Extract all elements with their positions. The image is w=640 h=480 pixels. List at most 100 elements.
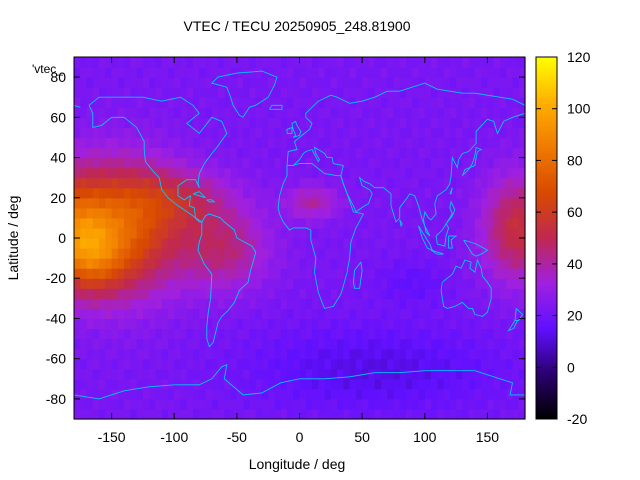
heatmap-cell (449, 87, 457, 98)
heatmap-cell (211, 87, 219, 98)
heatmap-cell (236, 278, 244, 289)
heatmap-cell (193, 348, 200, 360)
heatmap-cell (74, 137, 81, 149)
heatmap-cell (155, 177, 163, 189)
heatmap-cell (249, 338, 257, 350)
heatmap-cell (249, 298, 257, 309)
heatmap-cell (74, 197, 81, 209)
heatmap-cell (412, 388, 420, 400)
heatmap-cell (243, 57, 250, 68)
heatmap-cell (506, 137, 514, 149)
heatmap-cell (280, 227, 288, 239)
heatmap-cell (243, 157, 250, 169)
heatmap-cell (211, 127, 219, 139)
heatmap-cell (468, 217, 476, 229)
heatmap-cell (305, 57, 313, 68)
heatmap-cell (92, 278, 100, 289)
heatmap-cell (130, 57, 138, 68)
heatmap-cell (280, 338, 288, 350)
heatmap-cell (499, 177, 507, 189)
heatmap-cell (518, 268, 526, 279)
heatmap-cell (512, 258, 520, 269)
heatmap-cell (387, 378, 395, 390)
heatmap-cell (193, 227, 200, 239)
heatmap-cell (374, 87, 382, 98)
heatmap-cell (80, 117, 88, 128)
heatmap-cell (380, 408, 388, 420)
heatmap-cell (80, 217, 88, 229)
heatmap-cell (443, 278, 451, 289)
heatmap-cell (293, 227, 301, 239)
heatmap-cell (86, 217, 94, 229)
heatmap-cell (418, 308, 426, 320)
heatmap-cell (236, 127, 244, 139)
heatmap-cell (124, 177, 131, 189)
heatmap-cell (286, 348, 294, 360)
heatmap-cell (136, 258, 144, 269)
heatmap-cell (167, 77, 175, 88)
heatmap-cell (218, 177, 225, 189)
heatmap-cell (293, 137, 301, 149)
heatmap-cell (443, 298, 451, 309)
heatmap-cell (124, 147, 131, 159)
heatmap-cell (362, 207, 369, 219)
heatmap-cell (330, 147, 338, 159)
heatmap-cell (399, 258, 407, 269)
y-tick-label: 0 (58, 230, 66, 246)
heatmap-cell (468, 298, 476, 309)
heatmap-cell (268, 408, 276, 420)
heatmap-cell (167, 318, 175, 330)
heatmap-cell (518, 187, 526, 199)
heatmap-cell (161, 278, 169, 289)
heatmap-cell (368, 348, 376, 360)
heatmap-cell (86, 117, 94, 128)
heatmap-cell (499, 167, 507, 179)
heatmap-cell (105, 77, 113, 88)
heatmap-cell (136, 238, 144, 249)
heatmap-cell (330, 378, 338, 390)
heatmap-cell (424, 358, 432, 370)
heatmap-cell (506, 278, 514, 289)
heatmap-cell (149, 348, 157, 360)
heatmap-cell (518, 368, 526, 380)
heatmap-cell (180, 348, 188, 360)
heatmap-cell (268, 167, 276, 179)
heatmap-cell (312, 408, 319, 420)
heatmap-cell (230, 197, 238, 209)
heatmap-cell (343, 358, 351, 370)
heatmap-cell (117, 348, 125, 360)
heatmap-cell (318, 157, 326, 169)
heatmap-cell (193, 57, 200, 68)
heatmap-cell (349, 107, 357, 118)
heatmap-cell (193, 67, 200, 78)
heatmap-cell (274, 197, 282, 209)
heatmap-cell (443, 77, 451, 88)
x-tick-label: -50 (227, 429, 247, 445)
heatmap-cell (149, 368, 157, 380)
heatmap-cell (499, 217, 507, 229)
heatmap-cell (293, 117, 301, 128)
heatmap-cell (180, 127, 188, 139)
heatmap-cell (268, 238, 276, 249)
heatmap-cell (199, 328, 207, 340)
heatmap-cell (280, 278, 288, 289)
heatmap-cell (431, 308, 438, 320)
heatmap-cell (405, 368, 413, 380)
heatmap-cell (167, 177, 175, 189)
heatmap-cell (149, 227, 157, 239)
heatmap-cell (230, 278, 238, 289)
heatmap-cell (211, 378, 219, 390)
heatmap-cell (243, 398, 250, 410)
heatmap-cell (80, 157, 88, 169)
heatmap-cell (180, 238, 188, 249)
heatmap-cell (481, 187, 489, 199)
heatmap-cell (199, 398, 207, 410)
heatmap-cell (487, 107, 495, 118)
heatmap-cell (111, 147, 119, 159)
heatmap-cell (349, 238, 357, 249)
heatmap-cell (86, 368, 94, 380)
heatmap-cell (456, 318, 463, 330)
coastline (291, 120, 302, 138)
heatmap-cell (324, 167, 332, 179)
